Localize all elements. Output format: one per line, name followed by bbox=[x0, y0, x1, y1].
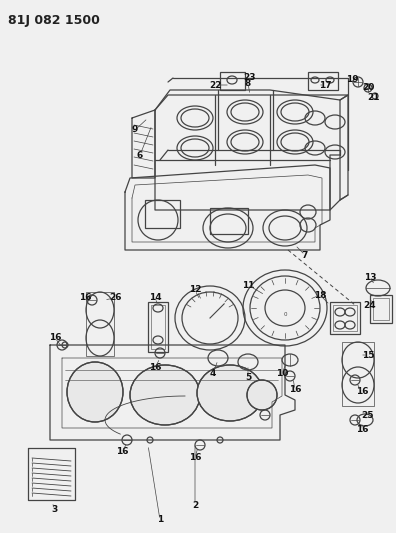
Text: 16: 16 bbox=[356, 387, 368, 397]
Text: 16: 16 bbox=[289, 385, 301, 394]
Text: 24: 24 bbox=[364, 301, 376, 310]
Text: 4: 4 bbox=[210, 368, 216, 377]
Ellipse shape bbox=[67, 362, 123, 422]
Text: 0: 0 bbox=[283, 312, 287, 318]
Text: 7: 7 bbox=[302, 251, 308, 260]
Text: 19: 19 bbox=[346, 76, 358, 85]
Text: 21: 21 bbox=[368, 93, 380, 102]
Text: 5: 5 bbox=[245, 374, 251, 383]
Text: 2: 2 bbox=[192, 500, 198, 510]
Text: 22: 22 bbox=[209, 80, 221, 90]
Ellipse shape bbox=[130, 365, 200, 425]
Text: 23: 23 bbox=[244, 74, 256, 83]
Text: 12: 12 bbox=[189, 286, 201, 295]
Bar bbox=[373, 298, 389, 320]
Bar bbox=[145, 200, 180, 228]
Text: 18: 18 bbox=[314, 290, 326, 300]
Text: 3: 3 bbox=[52, 505, 58, 514]
Text: 9: 9 bbox=[132, 125, 138, 134]
Text: 26: 26 bbox=[109, 294, 121, 303]
Bar bbox=[210, 208, 248, 234]
Bar bbox=[330, 302, 360, 334]
Bar bbox=[148, 302, 168, 352]
Text: 16: 16 bbox=[116, 448, 128, 456]
Text: 16: 16 bbox=[79, 294, 91, 303]
Bar bbox=[342, 342, 374, 406]
Bar bbox=[370, 295, 392, 323]
Ellipse shape bbox=[247, 380, 277, 410]
Text: 16: 16 bbox=[49, 334, 61, 343]
Text: 14: 14 bbox=[148, 294, 161, 303]
Text: 15: 15 bbox=[362, 351, 374, 359]
Text: 81J 082 1500: 81J 082 1500 bbox=[8, 14, 100, 27]
Text: 17: 17 bbox=[319, 80, 331, 90]
Text: 16: 16 bbox=[356, 425, 368, 434]
Text: 16: 16 bbox=[189, 454, 201, 463]
Text: 13: 13 bbox=[364, 273, 376, 282]
Bar bbox=[333, 305, 357, 331]
Text: 1: 1 bbox=[157, 515, 163, 524]
Text: 10: 10 bbox=[276, 368, 288, 377]
Bar bbox=[151, 305, 165, 349]
Text: 25: 25 bbox=[362, 410, 374, 419]
Ellipse shape bbox=[197, 365, 263, 421]
Text: 16: 16 bbox=[149, 364, 161, 373]
Text: 8: 8 bbox=[245, 78, 251, 87]
Text: 11: 11 bbox=[242, 280, 254, 289]
Bar bbox=[220, 72, 245, 90]
Bar bbox=[308, 72, 338, 90]
Bar bbox=[86, 292, 114, 356]
Text: 20: 20 bbox=[362, 84, 374, 93]
Text: 6: 6 bbox=[137, 150, 143, 159]
